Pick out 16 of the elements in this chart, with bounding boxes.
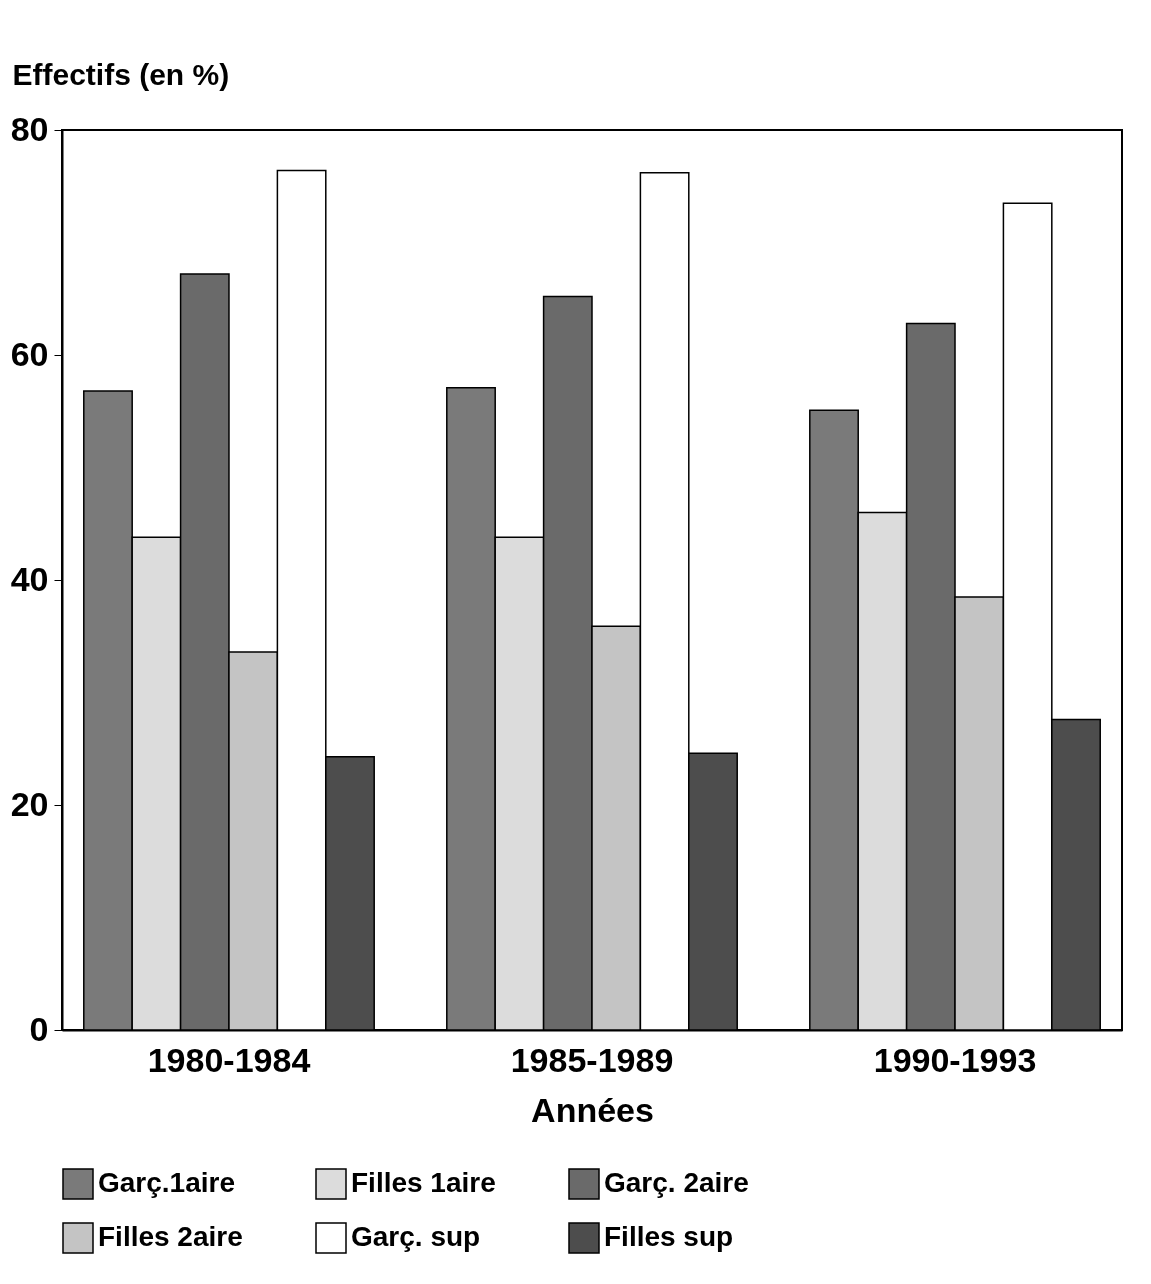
legend-label: Garç.1aire bbox=[98, 1167, 235, 1198]
y-tick-label: 40 bbox=[10, 559, 49, 598]
y-tick-label: 0 bbox=[29, 1009, 49, 1048]
x-tick-label: 1980-1984 bbox=[147, 1040, 311, 1079]
legend-label: Filles 1aire bbox=[351, 1167, 496, 1198]
y-tick-label: 80 bbox=[10, 109, 49, 148]
y-tick-label: 60 bbox=[10, 334, 49, 373]
y-axis-title: Effectifs (en %) bbox=[12, 57, 230, 91]
x-tick-label: 1990-1993 bbox=[873, 1040, 1037, 1079]
y-tick-label: 20 bbox=[10, 784, 49, 823]
x-tick-label: 1985-1989 bbox=[510, 1040, 674, 1079]
legend-label: Garç. sup bbox=[351, 1221, 481, 1252]
x-axis-title: Années bbox=[531, 1090, 654, 1129]
legend-label: Filles sup bbox=[604, 1221, 734, 1252]
legend-label: Filles 2aire bbox=[98, 1221, 243, 1252]
legend-label: Garç. 2aire bbox=[604, 1167, 749, 1198]
